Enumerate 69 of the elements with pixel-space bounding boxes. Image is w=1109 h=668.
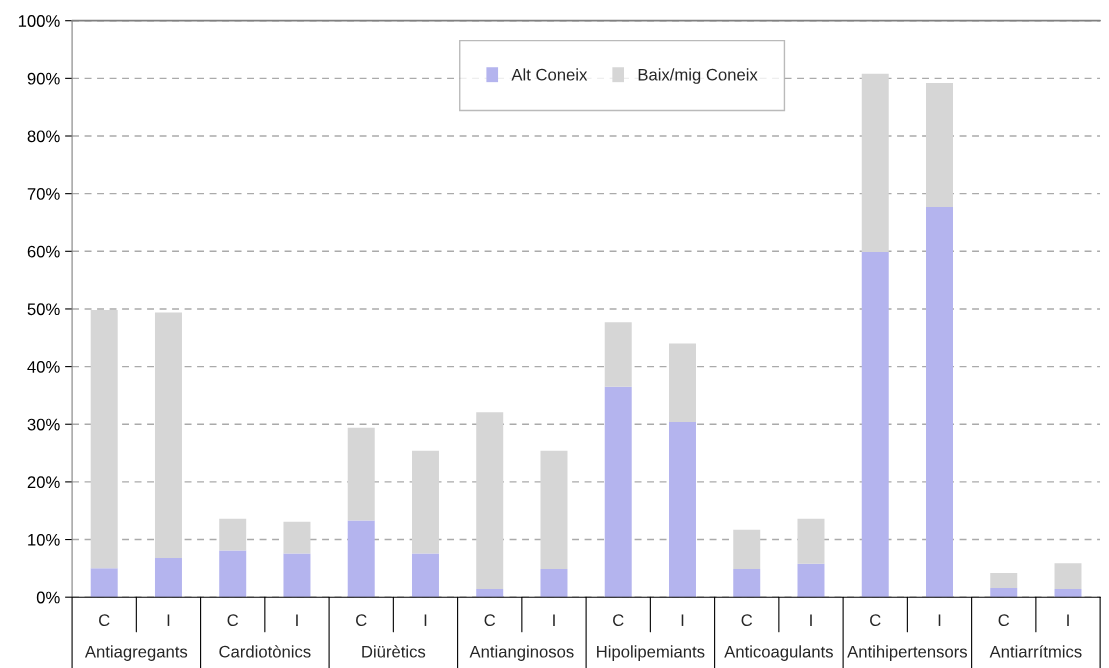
bar (990, 572, 1018, 588)
bar (154, 312, 182, 558)
legend-label: Alt Coneix (511, 68, 588, 81)
x-tick-label: C (741, 614, 753, 627)
x-tick-label: C (99, 614, 110, 627)
x-tick-label: C (356, 614, 367, 627)
bar (733, 529, 761, 569)
bar (347, 520, 375, 598)
bar (540, 568, 568, 598)
bar (733, 568, 761, 598)
x-tick-label: I (424, 614, 427, 626)
y-tick-label: 0% (36, 591, 60, 604)
y-tick-label: 70% (27, 188, 60, 200)
y-tick-label: 100% (18, 15, 60, 27)
y-tick-label: 50% (27, 303, 60, 316)
x-tick-label: I (938, 614, 941, 626)
bar (604, 386, 632, 598)
x-tick-label: I (553, 614, 555, 626)
bar (411, 553, 439, 598)
bar (797, 563, 825, 598)
bar (283, 521, 311, 554)
y-tick-label: 80% (27, 130, 60, 143)
text: Cardiotònics (219, 645, 311, 658)
text: Diürètics (362, 645, 426, 658)
bar (411, 450, 439, 554)
bar (926, 82, 953, 207)
bar (219, 550, 247, 598)
legend-label: Baix/mig Coneix (638, 68, 758, 84)
y-tick-label: 20% (27, 476, 60, 489)
text: Antihipertensors (847, 645, 967, 661)
bar (668, 343, 696, 422)
y-tick-label: 10% (28, 533, 60, 546)
x-tick-label: C (484, 614, 496, 627)
bar (347, 427, 375, 521)
bar (90, 310, 118, 569)
text: Antiagregants (84, 645, 188, 661)
bar (219, 518, 247, 551)
bar (604, 322, 632, 387)
y-tick-label: 30% (27, 418, 60, 431)
x-tick-label: I (810, 614, 812, 626)
text: Antiarrítmics (989, 645, 1082, 658)
text: Hipolipemiants (597, 645, 705, 661)
bar (1054, 563, 1082, 590)
x-tick-label: C (998, 614, 1010, 627)
y-tick-label: 60% (27, 245, 60, 258)
bar (926, 206, 953, 598)
x-tick-label: C (870, 614, 881, 627)
bar (154, 557, 182, 598)
bar (668, 421, 696, 598)
bar (797, 518, 825, 564)
bar (1054, 589, 1082, 598)
bar (990, 587, 1018, 598)
x-tick-label: C (613, 614, 624, 627)
bar (476, 589, 504, 598)
x-tick-label: C (227, 614, 239, 627)
y-tick-label: 90% (27, 72, 60, 85)
x-tick-label: I (167, 614, 170, 626)
x-tick-label: I (681, 614, 684, 626)
text: Anticoagulants (724, 645, 833, 661)
bar (861, 73, 889, 252)
x-tick-label: I (296, 614, 298, 626)
x-tick-label: I (1067, 614, 1069, 626)
text: Antianginosos (469, 645, 574, 661)
bar (90, 568, 118, 598)
bar (476, 412, 504, 590)
bar (540, 450, 568, 569)
bar (861, 251, 889, 598)
y-tick-label: 40% (27, 361, 60, 373)
bar (283, 553, 311, 598)
